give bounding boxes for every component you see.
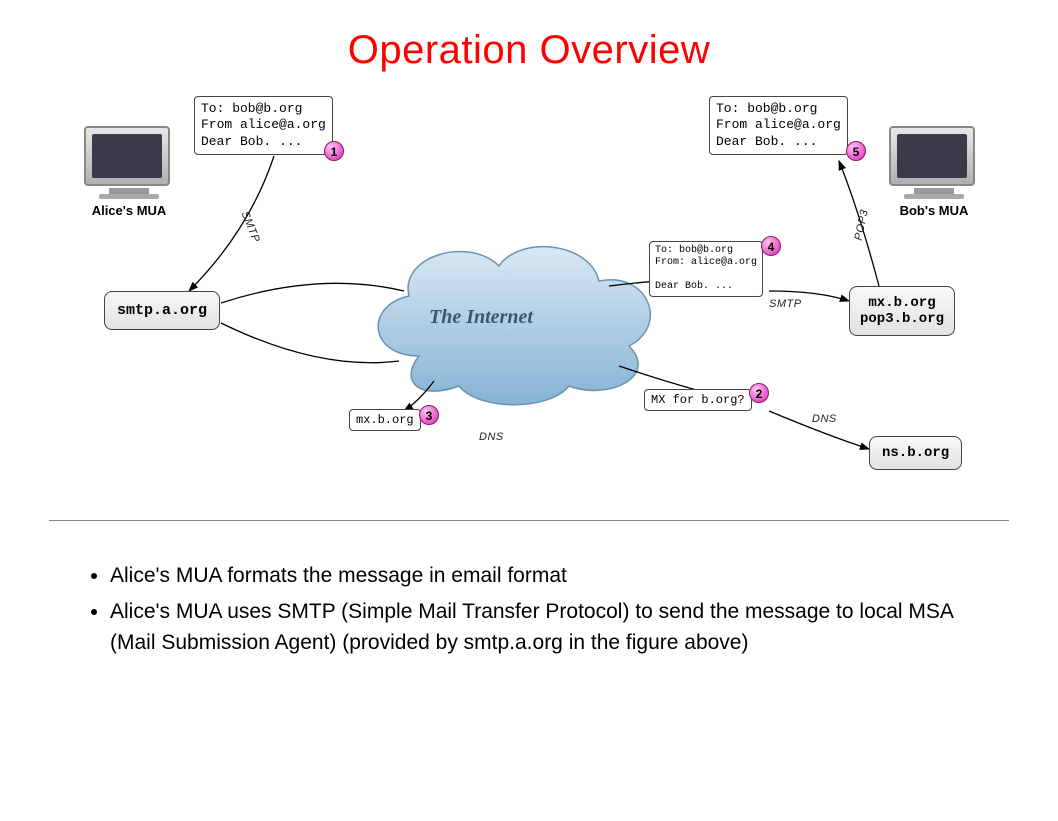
- mx-query-box: MX for b.org?: [644, 389, 752, 411]
- badge-5: 5: [846, 141, 866, 161]
- alice-monitor: Alice's MUA: [84, 126, 174, 201]
- badge-2: 2: [749, 383, 769, 403]
- bob-monitor: Bob's MUA: [889, 126, 979, 201]
- ns-b-server: ns.b.org: [869, 436, 962, 470]
- email-flow-diagram: The Internet Alice's MUA Bob's M: [49, 91, 1009, 521]
- alice-caption: Alice's MUA: [84, 203, 174, 218]
- proto-smtp-2: SMTP: [769, 298, 802, 310]
- badge-1: 1: [324, 141, 344, 161]
- badge-4: 4: [761, 236, 781, 256]
- badge-3: 3: [419, 405, 439, 425]
- bullet-item: Alice's MUA formats the message in email…: [110, 561, 988, 591]
- transit-message-box: To: bob@b.org From: alice@a.org Dear Bob…: [649, 241, 763, 297]
- bob-message-box: To: bob@b.org From alice@a.org Dear Bob.…: [709, 96, 848, 155]
- alice-message-box: To: bob@b.org From alice@a.org Dear Bob.…: [194, 96, 333, 155]
- proto-dns-1: DNS: [479, 431, 504, 443]
- bob-caption: Bob's MUA: [889, 203, 979, 218]
- bullet-list: Alice's MUA formats the message in email…: [70, 561, 988, 658]
- proto-dns-2: DNS: [812, 413, 837, 425]
- mx-pop-b-server: mx.b.org pop3.b.org: [849, 286, 955, 336]
- smtp-a-server: smtp.a.org: [104, 291, 220, 330]
- page-title: Operation Overview: [0, 28, 1058, 73]
- mx-b-small-box: mx.b.org: [349, 409, 421, 431]
- bullet-item: Alice's MUA uses SMTP (Simple Mail Trans…: [110, 597, 988, 658]
